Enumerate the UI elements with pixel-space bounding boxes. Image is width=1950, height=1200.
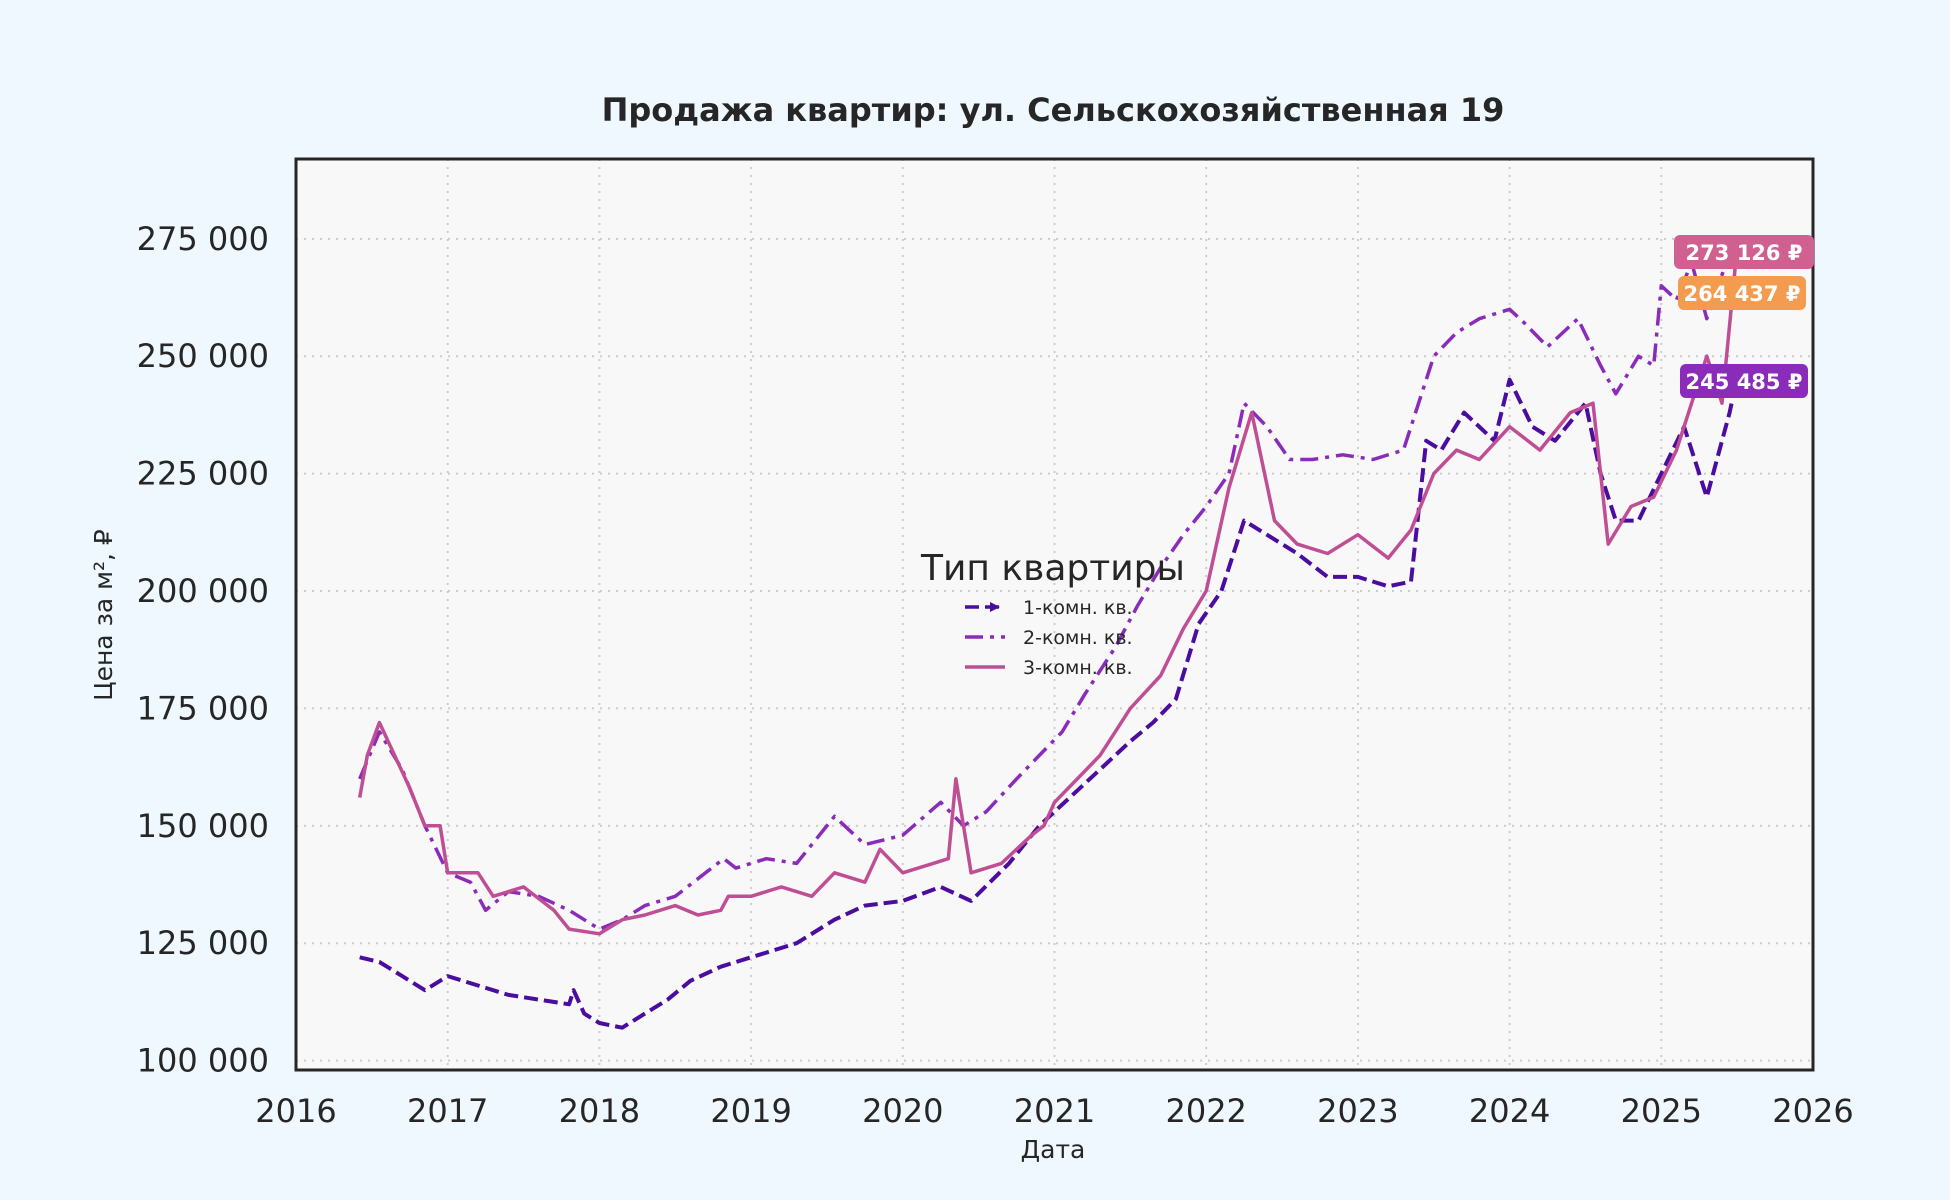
plot-area (296, 159, 1813, 1070)
end-value-text: 273 126 ₽ (1686, 241, 1803, 265)
series-layer (357, 247, 1740, 1030)
end-value-labels: 273 126 ₽ 264 437 ₽ 245 485 ₽ (1674, 235, 1814, 398)
y-axis: 100 000 125 000 150 000 175 000 200 000 225 0… (137, 220, 269, 1080)
x-tick-label: 2023 (1317, 1092, 1398, 1130)
legend-title: Тип квартиры (920, 548, 1185, 589)
end-value-text: 264 437 ₽ (1684, 282, 1801, 306)
plot-frame (294, 157, 1815, 1072)
legend: Тип квартиры 1-комн. кв. 2-комн. кв. 3-ком… (920, 548, 1185, 679)
x-tick-label: 2021 (1014, 1092, 1095, 1130)
y-tick-label: 150 000 (137, 807, 269, 845)
y-tick-label: 275 000 (137, 220, 269, 258)
y-tick-label: 100 000 (137, 1042, 269, 1080)
end-value-badge (1678, 276, 1806, 310)
y-tick-label: 225 000 (137, 455, 269, 493)
legend-item-label: 3-комн. кв. (1023, 657, 1133, 679)
x-axis-label: Дата (1021, 1135, 1086, 1164)
x-tick-label: 2016 (255, 1092, 336, 1130)
end-value-text: 245 485 ₽ (1686, 370, 1803, 394)
chart-title: Продажа квартир: ул. Сельскохозяйственна… (602, 91, 1505, 129)
x-tick-label: 2025 (1621, 1092, 1702, 1130)
x-tick-label: 2017 (407, 1092, 488, 1130)
x-tick-label: 2020 (862, 1092, 943, 1130)
x-tick-label: 2019 (710, 1092, 791, 1130)
y-tick-label: 200 000 (137, 572, 269, 610)
end-value-badge (1680, 364, 1808, 398)
y-axis-label: Цена за м², ₽ (89, 529, 118, 701)
y-tick-label: 175 000 (137, 689, 269, 727)
end-value-badge (1674, 235, 1814, 269)
series-line-2 (358, 251, 1739, 931)
x-tick-label: 2022 (1165, 1092, 1246, 1130)
x-tick-label: 2026 (1772, 1092, 1853, 1130)
y-tick-label: 250 000 (137, 337, 269, 375)
legend-item-label: 1-комн. кв. (1023, 597, 1133, 619)
legend-item-label: 2-комн. кв. (1023, 627, 1133, 649)
x-tick-label: 2024 (1469, 1092, 1550, 1130)
x-axis: 2016 2017 2018 2019 2020 2021 2022 2023 2024 2025… (255, 1092, 1853, 1130)
series-line-3 (357, 247, 1739, 936)
y-tick-label: 125 000 (137, 924, 269, 962)
legend-arrow-marker (990, 602, 1000, 612)
grid (296, 159, 1813, 1070)
x-tick-label: 2018 (559, 1092, 640, 1130)
